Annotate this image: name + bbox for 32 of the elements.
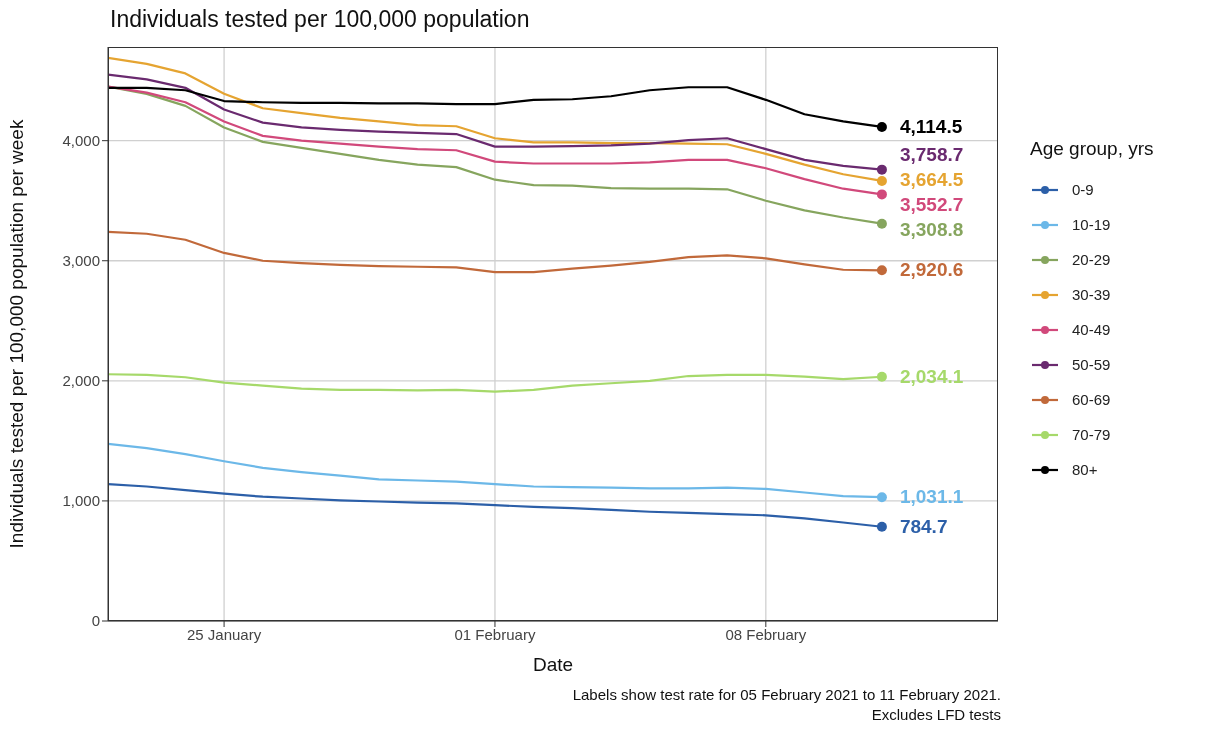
data-label: 3,552.7: [899, 193, 965, 216]
data-label: 2,034.1: [899, 365, 965, 388]
legend-label: 60-69: [1072, 391, 1111, 408]
legend-label: 70-79: [1072, 426, 1111, 443]
y-tick-label: 1,000: [62, 492, 100, 510]
data-label: 3,308.8: [899, 218, 965, 241]
legend-label: 40-49: [1072, 321, 1111, 338]
legend-label: 0-9: [1072, 181, 1094, 198]
x-tick-label: 25 January: [186, 625, 262, 643]
data-label: 3,758.7: [899, 143, 965, 166]
y-tick-label: 0: [91, 612, 100, 630]
data-label: 784.7: [899, 515, 949, 538]
y-tick-label: 2,000: [62, 372, 100, 390]
data-label: 1,031.1: [899, 486, 965, 509]
data-label: 3,664.5: [899, 168, 965, 191]
legend-label: 20-29: [1072, 251, 1111, 268]
text: Excludes LFD tests: [871, 706, 1001, 723]
legend-label: 30-39: [1072, 286, 1111, 303]
chart-title: Individuals tested per 100,000 population: [110, 6, 530, 32]
data-label: 4,114.5: [899, 115, 964, 138]
x-tick-label: 08 February: [725, 625, 807, 643]
legend-label: 80+: [1072, 461, 1098, 478]
legend-label: 50-59: [1072, 356, 1111, 373]
text: Labels show test rate for 05 February 2021 to 11 February 2021.: [572, 686, 1001, 703]
y-tick-label: 3,000: [62, 252, 100, 270]
y-tick-label: 4,000: [62, 131, 100, 149]
x-axis-title: Date: [532, 654, 574, 675]
x-tick-label: 01 February: [454, 625, 536, 643]
data-label: 2,920.6: [899, 259, 965, 282]
y-axis-title: Individuals tested per 100,000 population per week: [5, 119, 27, 549]
legend-label: 10-19: [1072, 216, 1111, 233]
legend-title: Age group, yrs: [1030, 138, 1154, 159]
